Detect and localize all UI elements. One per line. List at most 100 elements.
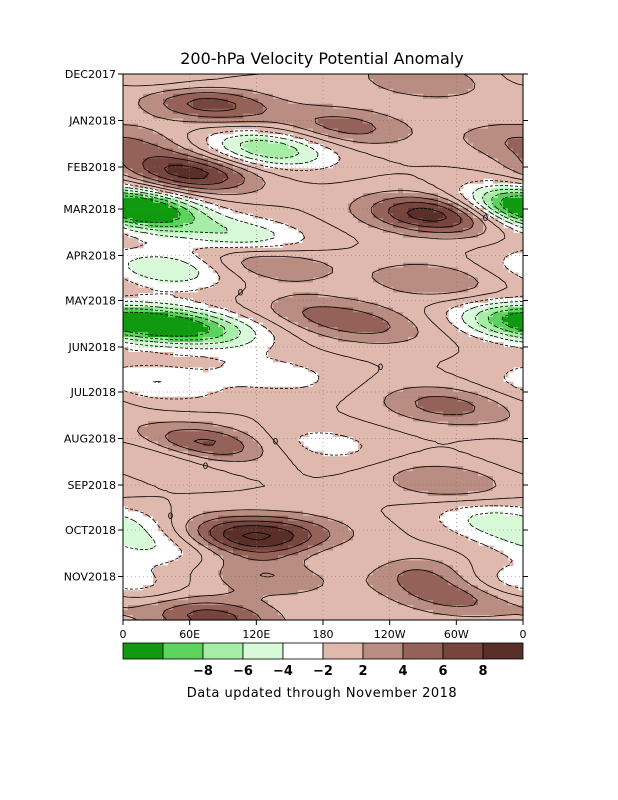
contour-cell — [303, 158, 309, 164]
contour-cell — [208, 168, 214, 174]
contour-cell — [278, 198, 284, 204]
contour-cell — [398, 203, 404, 209]
contour-cell — [478, 242, 484, 249]
contour-cell — [203, 252, 209, 259]
contour-cell — [383, 173, 389, 179]
contour-cell — [453, 173, 459, 179]
contour-cell — [378, 203, 384, 209]
contour-cell — [208, 287, 214, 293]
contour-cell — [353, 247, 359, 254]
contour-cell — [208, 342, 214, 348]
contour-cell — [403, 351, 409, 358]
contour-cell — [248, 307, 254, 313]
contour-cell — [383, 391, 389, 398]
contour-cell — [258, 98, 264, 105]
contour-cell — [408, 222, 414, 229]
contour-cell — [498, 93, 504, 100]
contour-cell — [323, 421, 329, 428]
contour-cell — [388, 123, 394, 130]
contour-cell — [413, 262, 419, 269]
contour-cell — [403, 347, 409, 353]
contour-cell — [468, 292, 474, 298]
contour-cell — [323, 103, 329, 110]
contour-cell — [413, 332, 419, 338]
contour-cell — [213, 312, 219, 318]
contour-cell — [163, 108, 169, 115]
contour-cell — [468, 297, 474, 303]
contour-cell — [373, 93, 379, 100]
contour-cell — [443, 391, 449, 398]
contour-cell — [343, 158, 349, 164]
contour-cell — [498, 193, 504, 199]
contour-cell — [313, 88, 319, 95]
contour-cell — [518, 138, 524, 145]
contour-cell — [393, 148, 399, 155]
contour-cell — [328, 416, 334, 423]
contour-cell — [268, 148, 274, 155]
contour-cell — [288, 262, 294, 269]
contour-cell — [413, 143, 419, 150]
contour-cell — [188, 178, 194, 184]
contour-cell — [128, 123, 134, 130]
contour-cell — [343, 332, 349, 338]
contour-cell — [243, 133, 249, 140]
contour-cell — [343, 188, 349, 194]
contour-cell — [353, 366, 359, 373]
contour-cell — [418, 391, 424, 398]
contour-cell — [463, 337, 469, 343]
contour-cell — [388, 217, 394, 224]
contour-cell — [283, 287, 289, 293]
contour-cell — [388, 366, 394, 373]
contour-cell — [493, 327, 499, 333]
contour-cell — [158, 411, 164, 418]
contour-cell — [423, 371, 429, 378]
contour-cell — [318, 312, 324, 318]
contour-cell — [293, 327, 299, 333]
contour-cell — [203, 163, 209, 169]
contour-cell — [473, 217, 479, 224]
contour-cell — [218, 411, 224, 418]
contour-cell — [263, 282, 269, 289]
contour-cell — [448, 227, 454, 234]
contour-cell — [373, 227, 379, 234]
contour-cell — [363, 158, 369, 164]
contour-cell — [288, 168, 294, 174]
contour-cell — [378, 342, 384, 348]
contour-cell — [383, 198, 389, 204]
contour-cell — [503, 366, 509, 373]
contour-cell — [338, 307, 344, 313]
contour-cell — [358, 322, 364, 328]
contour-cell — [373, 351, 379, 358]
contour-cell — [463, 128, 469, 135]
contour-cell — [498, 371, 504, 378]
contour-cell — [468, 78, 474, 85]
contour-cell — [473, 312, 479, 318]
contour-cell — [353, 327, 359, 333]
contour-cell — [478, 376, 484, 383]
contour-cell — [453, 406, 459, 413]
contour-cell — [493, 83, 499, 90]
contour-cell — [328, 272, 334, 279]
contour-cell — [313, 272, 319, 279]
contour-cell — [518, 361, 524, 368]
contour-cell — [293, 396, 299, 403]
contour-cell — [173, 292, 179, 298]
contour-cell — [143, 317, 149, 323]
contour-cell — [443, 108, 449, 115]
contour-cell — [263, 148, 269, 155]
contour-cell — [368, 252, 374, 259]
contour-cell — [403, 242, 409, 249]
contour-cell — [198, 232, 204, 239]
contour-cell — [133, 128, 139, 135]
contour-cell — [458, 416, 464, 423]
contour-cell — [508, 332, 514, 338]
contour-cell — [473, 247, 479, 254]
contour-cell — [158, 83, 164, 90]
contour-cell — [273, 396, 279, 403]
contour-cell — [263, 312, 269, 318]
contour-cell — [198, 317, 204, 323]
contour-cell — [438, 332, 444, 338]
contour-cell — [253, 307, 259, 313]
contour-cell — [403, 287, 409, 293]
contour-cell — [488, 406, 494, 413]
